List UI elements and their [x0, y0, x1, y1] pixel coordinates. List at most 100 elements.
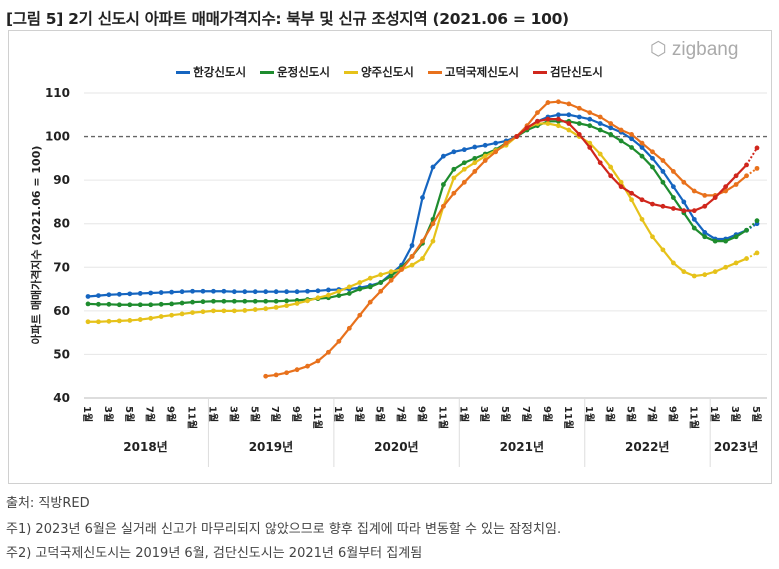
data-point: [284, 303, 290, 309]
footnote-1: 주1) 2023년 6월은 실거래 신고가 마무리되지 않았으므로 향후 집계에…: [6, 522, 562, 537]
data-point: [639, 140, 645, 146]
data-point: [367, 275, 373, 281]
data-point: [744, 162, 749, 168]
x-tick-label: 3월: [604, 406, 616, 422]
data-point: [336, 288, 342, 294]
data-point: [315, 358, 321, 364]
data-point: [723, 188, 729, 194]
year-label: 2020년: [374, 440, 418, 454]
data-point: [242, 289, 248, 295]
data-point: [137, 317, 143, 322]
data-point: [263, 306, 269, 312]
year-label: 2018년: [123, 440, 167, 454]
data-point: [263, 373, 269, 379]
data-point: [461, 166, 467, 172]
x-tick-label: 1월: [457, 406, 469, 422]
data-point: [441, 153, 446, 159]
data-point: [200, 309, 206, 315]
data-point: [566, 121, 572, 126]
data-point: [744, 227, 749, 233]
x-tick-label: 5월: [123, 406, 135, 422]
data-point: [294, 301, 300, 306]
x-tick-label: 5월: [374, 406, 386, 422]
logo-icon: ⬡: [650, 39, 672, 60]
data-point: [639, 145, 645, 150]
data-point: [367, 299, 373, 305]
year-label: 2023년: [714, 440, 758, 454]
data-point: [179, 300, 185, 306]
data-point: [451, 166, 457, 172]
data-point: [670, 206, 676, 211]
data-point: [294, 289, 300, 295]
data-point: [85, 301, 91, 307]
y-tick-label: 50: [53, 347, 70, 361]
data-point: [116, 318, 122, 324]
series-line: [87, 113, 747, 298]
data-point: [461, 179, 467, 185]
data-point: [441, 203, 446, 209]
data-point: [608, 121, 614, 126]
data-point: [650, 201, 655, 207]
legend-item: 한강신도시: [176, 64, 246, 80]
y-tick-label: 100: [45, 130, 70, 144]
data-point: [639, 197, 645, 203]
data-point: [169, 312, 175, 318]
data-point: [221, 288, 227, 294]
data-point: [137, 302, 143, 308]
data-point: [200, 299, 206, 305]
x-tick-label: 5월: [750, 406, 762, 422]
data-point: [597, 160, 603, 166]
footnote-2: 주2) 고덕국제신도시는 2019년 6월, 검단신도시는 2021년 6월부터…: [6, 546, 423, 561]
data-point: [357, 312, 363, 318]
data-point: [85, 294, 91, 299]
year-label: 2022년: [625, 440, 669, 454]
legend-swatch-icon: [427, 71, 442, 74]
x-tick-label: 5월: [499, 406, 511, 422]
data-point: [221, 308, 227, 314]
data-point: [472, 144, 478, 150]
data-point: [587, 110, 593, 116]
data-point: [493, 140, 499, 146]
x-tick-label: 5월: [248, 406, 260, 422]
data-point: [158, 301, 164, 307]
data-point: [263, 298, 269, 304]
x-tick-label: 3월: [102, 406, 114, 422]
data-point: [555, 112, 561, 118]
data-point: [420, 256, 425, 261]
data-point: [597, 121, 603, 126]
data-point: [754, 250, 760, 256]
data-point: [535, 118, 540, 124]
data-point: [681, 199, 687, 205]
x-tick-label: 11월: [311, 406, 323, 429]
data-point: [190, 299, 195, 305]
data-point: [670, 184, 676, 190]
y-axis-label: 아파트 매매가격지수 (2021.06 = 100): [29, 146, 43, 345]
data-point: [576, 131, 582, 137]
data-point: [200, 288, 206, 294]
zigbang-logo: ⬡ zigbang: [650, 39, 739, 60]
legend-item: 운정신도시: [260, 64, 330, 80]
data-point: [190, 310, 195, 315]
x-tick-label: 3월: [478, 406, 490, 422]
data-point: [378, 272, 384, 278]
data-point: [660, 169, 666, 174]
data-point: [670, 260, 676, 266]
data-point: [723, 264, 729, 270]
data-point: [430, 238, 436, 244]
data-point: [744, 173, 749, 179]
x-tick-label: 7월: [269, 406, 281, 422]
data-point: [284, 370, 290, 376]
x-tick-label: 9월: [541, 406, 553, 422]
data-point: [409, 243, 415, 248]
data-point: [618, 138, 624, 144]
legend: 한강신도시 운정신도시 양주신도시 고덕국제신도시 검단신도시: [0, 64, 779, 80]
data-point: [597, 151, 603, 157]
x-tick-label: 9월: [666, 406, 678, 422]
data-point: [346, 284, 352, 290]
data-point: [409, 262, 415, 268]
data-point: [190, 288, 195, 294]
data-point: [482, 153, 488, 159]
data-point: [566, 127, 572, 133]
data-point: [702, 203, 708, 209]
data-point: [252, 307, 258, 312]
